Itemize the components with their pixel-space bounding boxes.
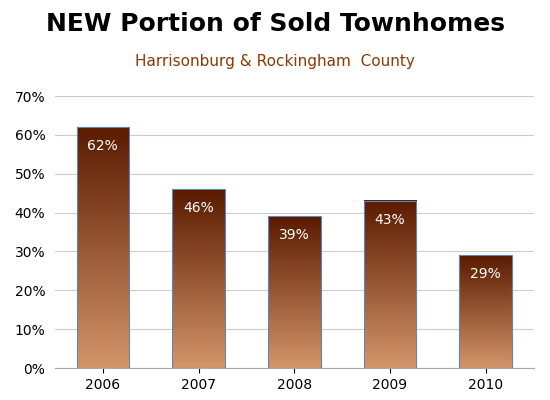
Bar	[76, 127, 129, 368]
Bar	[172, 189, 225, 368]
Text: 62%: 62%	[87, 139, 118, 153]
Text: 29%: 29%	[470, 267, 501, 281]
Text: 39%: 39%	[279, 228, 310, 242]
Text: Harrisonburg & Rockingham  County: Harrisonburg & Rockingham County	[135, 54, 415, 69]
Bar	[364, 201, 416, 368]
Text: 46%: 46%	[183, 201, 214, 215]
Text: NEW Portion of Sold Townhomes: NEW Portion of Sold Townhomes	[46, 12, 504, 36]
Bar	[268, 216, 321, 368]
Text: 43%: 43%	[375, 212, 405, 226]
Bar	[459, 255, 512, 368]
